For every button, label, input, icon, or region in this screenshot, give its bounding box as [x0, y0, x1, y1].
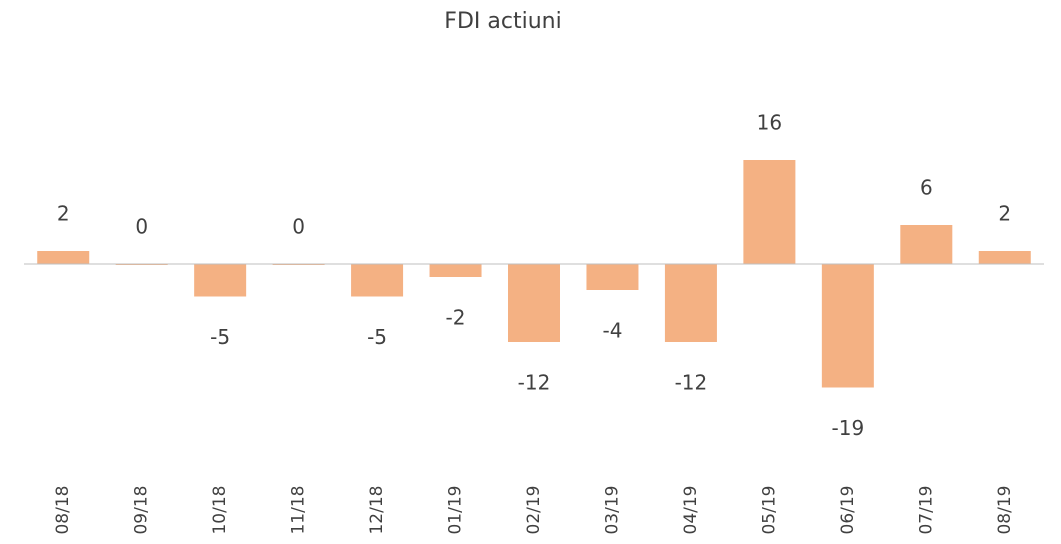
bar — [664, 264, 717, 342]
data-label: -19 — [832, 416, 865, 440]
bar — [900, 225, 953, 264]
bar — [821, 264, 874, 388]
x-tick-label: 07/19 — [916, 486, 936, 535]
x-tick-label: 11/18 — [289, 486, 309, 535]
data-label: 2 — [998, 202, 1011, 226]
x-tick-label: 10/18 — [210, 486, 230, 535]
bar — [194, 264, 247, 297]
data-label: 0 — [292, 215, 305, 239]
x-tick-label: 05/19 — [759, 486, 779, 535]
x-tick-label: 06/19 — [838, 486, 858, 535]
data-label: -5 — [367, 325, 387, 349]
x-tick-label: 12/18 — [367, 486, 387, 535]
bar — [743, 160, 796, 264]
x-tick-label: 04/19 — [681, 486, 701, 535]
x-tick-label: 02/19 — [524, 486, 544, 535]
data-label: 0 — [135, 215, 148, 239]
bar — [37, 251, 90, 264]
bar — [508, 264, 560, 342]
data-label: -4 — [602, 319, 622, 343]
x-tick-label: 08/18 — [53, 486, 73, 535]
x-tick-label: 03/19 — [602, 486, 622, 535]
data-label: -2 — [446, 306, 466, 330]
x-tick-label: 01/19 — [446, 486, 466, 535]
data-label: 16 — [757, 111, 782, 135]
bar — [429, 264, 482, 277]
bar — [586, 264, 639, 290]
data-label: -12 — [518, 371, 551, 395]
data-label: -5 — [210, 325, 230, 349]
data-label: 2 — [57, 202, 70, 226]
x-tick-label: 09/18 — [132, 486, 152, 535]
data-label: -12 — [675, 371, 708, 395]
chart-title: FDI actiuni — [444, 9, 561, 34]
bar — [351, 264, 404, 297]
x-tick-label: 08/19 — [995, 486, 1015, 535]
bar — [978, 251, 1031, 264]
data-label: 6 — [920, 176, 933, 200]
